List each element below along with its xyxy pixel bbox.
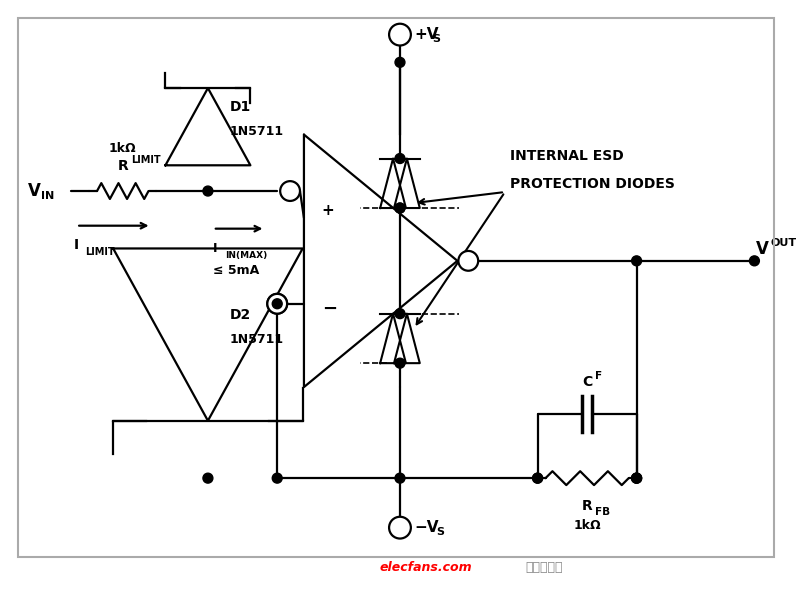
Text: −V: −V [415,520,439,535]
Text: S: S [432,34,440,44]
Circle shape [389,517,411,538]
Text: +V: +V [415,27,439,42]
Text: INTERNAL ESD: INTERNAL ESD [510,150,624,163]
Circle shape [749,256,759,266]
Circle shape [632,473,642,483]
Circle shape [280,181,300,201]
Circle shape [632,473,642,483]
Text: 1N5711: 1N5711 [229,333,284,346]
Text: 1kΩ: 1kΩ [573,519,601,532]
Text: OUT: OUT [770,238,797,248]
Circle shape [272,473,282,483]
Text: D1: D1 [229,100,251,114]
Text: LIMIT: LIMIT [85,247,115,257]
Circle shape [395,203,405,213]
Text: PROTECTION DIODES: PROTECTION DIODES [510,177,674,191]
Text: elecfans.com: elecfans.com [380,561,472,574]
Text: IN: IN [41,191,54,201]
Circle shape [533,473,543,483]
Text: 1kΩ: 1kΩ [109,142,137,155]
Circle shape [395,57,405,67]
Circle shape [632,473,642,483]
Text: 电子发烧友: 电子发烧友 [526,561,563,574]
Text: IN(MAX): IN(MAX) [225,251,267,260]
Circle shape [395,473,405,483]
Circle shape [533,473,543,483]
Text: −: − [322,300,337,317]
Text: +: + [322,203,335,217]
Text: V: V [757,240,769,258]
Text: F: F [595,371,602,381]
Text: 1N5711: 1N5711 [229,125,284,138]
Text: I: I [74,239,78,253]
Circle shape [632,256,642,266]
Circle shape [203,186,213,196]
Circle shape [389,24,411,45]
Circle shape [268,294,287,314]
Circle shape [203,473,213,483]
Text: LIMIT: LIMIT [131,155,161,166]
Circle shape [459,251,478,271]
Text: FB: FB [595,507,610,517]
Circle shape [395,203,405,213]
Text: V: V [28,182,41,200]
Circle shape [272,299,282,309]
Circle shape [268,294,287,314]
Circle shape [395,309,405,319]
Circle shape [395,154,405,164]
Text: R: R [582,499,593,513]
Text: ≤ 5mA: ≤ 5mA [213,264,259,277]
Text: D2: D2 [229,308,251,322]
Circle shape [395,358,405,368]
Text: C: C [582,375,592,389]
Text: I: I [213,242,217,255]
Text: S: S [436,527,444,537]
Text: R: R [117,159,128,173]
